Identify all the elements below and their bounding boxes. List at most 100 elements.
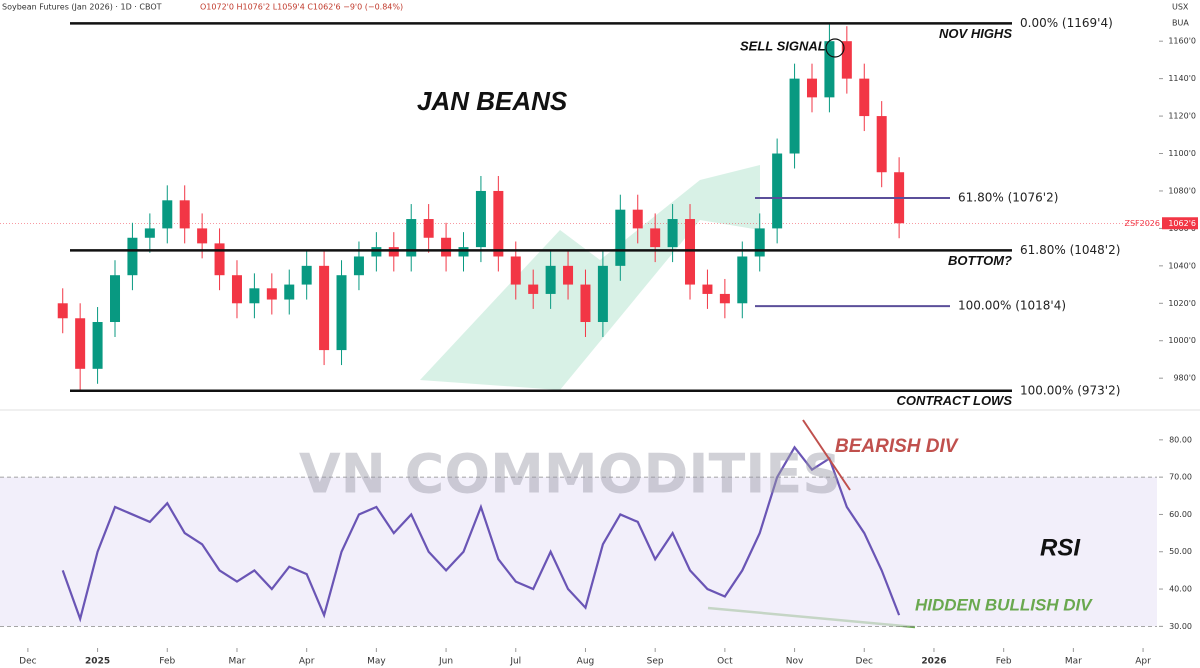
x-tick-label: Aug (577, 657, 595, 667)
x-tick-label: Apr (299, 657, 315, 667)
y-tick-label: 70.00 (1169, 473, 1192, 482)
candle-body (772, 153, 783, 229)
y-tick-label: 1040'0 (1168, 261, 1196, 270)
candle-body (353, 256, 364, 276)
candle-body (667, 219, 678, 248)
x-tick-label: Dec (19, 657, 36, 667)
candle-body (144, 228, 155, 238)
candle-body (719, 293, 730, 304)
x-tick-label: Nov (786, 657, 804, 667)
candle-body (423, 219, 434, 238)
y-tick-label: 50.00 (1169, 547, 1192, 556)
title-annotation: JAN BEANS (417, 86, 568, 116)
candle-body (528, 284, 539, 294)
candle-body (737, 256, 748, 304)
candle-body (179, 200, 190, 229)
candle-body (702, 284, 713, 294)
y-tick-label: 1020'0 (1168, 299, 1196, 308)
fib-note: CONTRACT LOWS (896, 393, 1012, 408)
candle-body (57, 303, 68, 319)
candle-body (75, 318, 86, 369)
candle-body (685, 219, 696, 285)
rsi-title: RSI (1040, 534, 1081, 561)
candle-body (545, 265, 556, 294)
x-tick-label: May (367, 657, 386, 667)
x-tick-label: 2025 (85, 657, 110, 667)
bearish-div-line (802, 419, 851, 491)
candle-body (110, 275, 121, 323)
candle-body (336, 275, 347, 351)
candle-body (754, 228, 765, 257)
candle-body (388, 247, 399, 257)
fib-label: 61.80% (1076'2) (958, 190, 1058, 204)
candle-body (876, 116, 887, 173)
candle-body (441, 237, 452, 257)
candle-body (580, 284, 591, 323)
candle-body (824, 41, 835, 98)
candle-body (510, 256, 521, 285)
header-ohlc: O1072'0 H1076'2 L1059'4 C1062'6 −9'0 (−0… (200, 3, 403, 12)
x-tick-label: Sep (647, 657, 664, 667)
candle-body (214, 243, 225, 276)
y-tick-label: 80.00 (1169, 435, 1192, 444)
x-tick-label: Mar (228, 657, 245, 667)
candle-body (301, 265, 312, 285)
x-tick-label: 2026 (921, 657, 946, 667)
y-tick-label: 1160'0 (1168, 37, 1196, 46)
candle-body (92, 322, 103, 369)
y-tick-label: 40.00 (1169, 585, 1192, 594)
last-price-label: 1062'6 (1168, 219, 1196, 228)
fib-label: 100.00% (1018'4) (958, 299, 1066, 313)
rsi-line (61, 445, 901, 623)
fib-label: 0.00% (1169'4) (1020, 16, 1113, 30)
y-tick-label: 1140'0 (1168, 74, 1196, 83)
candle-body (284, 284, 295, 300)
x-tick-label: Dec (856, 657, 873, 667)
symbol-label: ZSF2026 (1124, 219, 1160, 228)
fib-label: 61.80% (1048'2) (1020, 243, 1120, 257)
x-tick-label: Feb (159, 657, 175, 667)
candle-body (319, 265, 330, 351)
candle-body (266, 288, 277, 300)
candle-body (475, 190, 486, 248)
y-tick-label: 1120'0 (1168, 112, 1196, 121)
candle-body (859, 78, 870, 117)
sell-signal-circle (825, 38, 845, 58)
y-tick-label: 1080'0 (1168, 186, 1196, 195)
sell-signal: SELL SIGNAL (740, 38, 826, 53)
x-tick-label: Apr (1135, 657, 1151, 667)
x-tick-label: Jun (438, 657, 453, 667)
candle-body (841, 41, 852, 79)
x-tick-label: Oct (717, 657, 733, 667)
x-tick-label: Mar (1065, 657, 1082, 667)
candle-body (406, 219, 417, 257)
candle-body (632, 209, 643, 229)
candle-body (231, 275, 242, 304)
y-tick-label: 60.00 (1169, 510, 1192, 519)
candle-body (249, 288, 260, 304)
candle-body (597, 265, 608, 323)
candle-body (806, 78, 817, 98)
candle-body (789, 78, 800, 154)
price-tag (1162, 217, 1198, 230)
candle-body (162, 200, 173, 229)
candle-body (458, 247, 469, 257)
y-tick-label: 1000'0 (1168, 336, 1196, 345)
bearish-div: BEARISH DIV (835, 436, 959, 457)
units-label: USX (1172, 3, 1189, 12)
candle-body (650, 228, 661, 248)
fib-note: BOTTOM? (948, 253, 1012, 268)
candle-body (371, 247, 382, 257)
candle-body (563, 265, 574, 285)
y-tick-label: 1100'0 (1168, 149, 1196, 158)
fib-note: NOV HIGHS (939, 26, 1012, 41)
exchange-label: BUA (1172, 19, 1189, 28)
y-tick-label: 30.00 (1169, 622, 1192, 631)
watermark: VN COMMODITIES (299, 443, 841, 506)
x-tick-label: Feb (996, 657, 1012, 667)
y-tick-label: 980'0 (1173, 374, 1196, 383)
candle-body (493, 190, 504, 257)
candle-body (127, 237, 138, 276)
candle-body (615, 209, 626, 266)
